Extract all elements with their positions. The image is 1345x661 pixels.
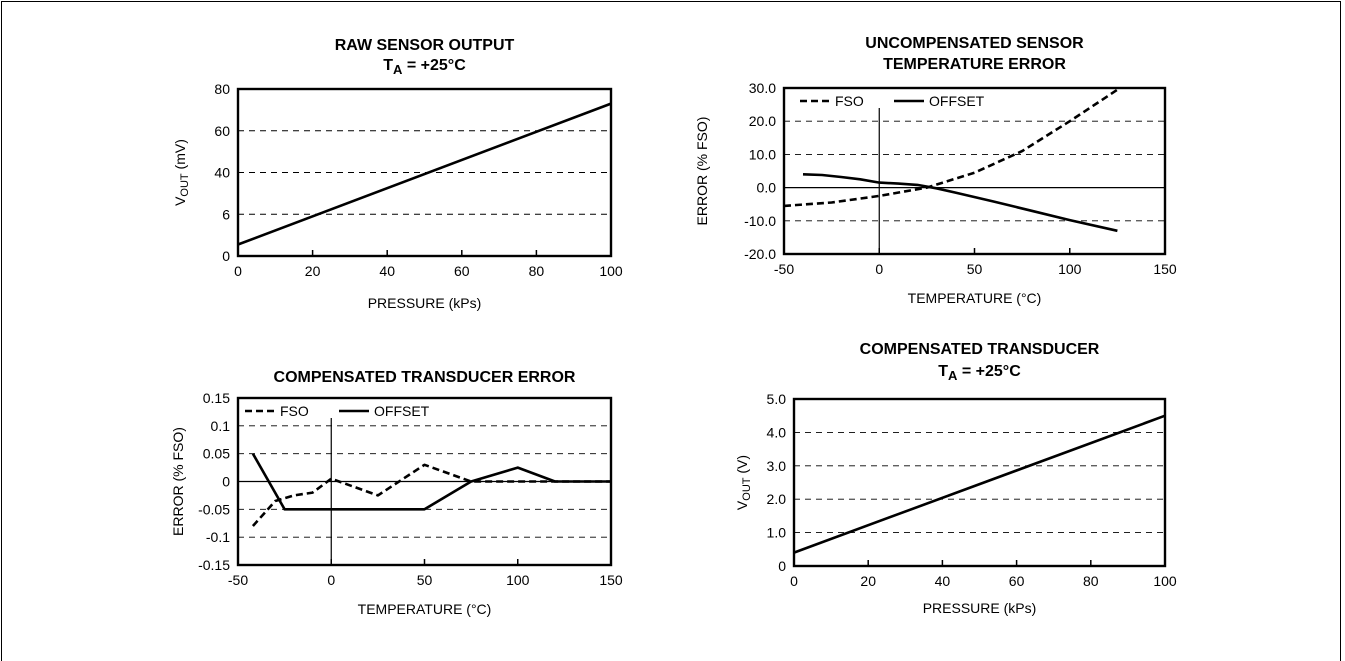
y-tick-label: 6: [222, 206, 230, 222]
y-tick-label: 0.05: [203, 446, 230, 462]
chart-title: COMPENSATED TRANSDUCER: [860, 341, 1100, 358]
x-axis-label: PRESSURE (kPs): [368, 295, 482, 311]
legend-label: FSO: [280, 403, 309, 419]
x-tick-label: 40: [379, 263, 395, 279]
y-tick-label: 0.1: [211, 418, 231, 434]
y-tick-label: 10.0: [749, 146, 776, 162]
y-tick-label: 60: [214, 123, 230, 139]
chart-subtitle: TA = +25°C: [383, 57, 466, 77]
plot-frame: [792, 397, 1167, 568]
x-axis-label: PRESSURE (kPs): [923, 600, 1037, 616]
x-tick-label: 100: [599, 263, 623, 279]
y-tick-label: 0: [222, 474, 230, 490]
y-tick-label: 0.15: [203, 390, 230, 406]
y-tick-label: -20.0: [744, 246, 776, 262]
chart-title: RAW SENSOR OUTPUT: [335, 37, 515, 54]
y-tick-label: 2.0: [767, 491, 787, 507]
x-tick-label: 80: [529, 263, 545, 279]
legend-item-fso: FSO: [245, 403, 309, 419]
series-line-data: [237, 102, 612, 246]
y-tick-label: 30.0: [749, 80, 776, 96]
y-tick-label: -10.0: [744, 213, 776, 229]
legend-item-fso: FSO: [800, 93, 864, 109]
chart-2: UNCOMPENSATED SENSOR TEMPERATURE ERROR -20…: [694, 35, 1177, 306]
legend-label: OFFSET: [374, 403, 430, 419]
y-tick-label: -0.15: [198, 557, 230, 573]
x-axis-label: TEMPERATURE (°C): [908, 290, 1042, 306]
y-axis-label: VOUT (V): [734, 455, 753, 510]
y-tick-label: 0.0: [757, 180, 777, 196]
series-line-fso: [783, 88, 1119, 208]
x-tick-label: 60: [1009, 573, 1025, 589]
x-tick-label: 100: [1058, 261, 1082, 277]
x-tick-label: 50: [417, 572, 433, 588]
x-tick-label: 40: [935, 573, 951, 589]
chart-subtitle: TEMPERATURE ERROR: [883, 56, 1066, 73]
legend-label: OFFSET: [929, 93, 985, 109]
plot-frame: [236, 87, 613, 258]
x-tick-label: 80: [1083, 573, 1099, 589]
chart-title: COMPENSATED TRANSDUCER ERROR: [274, 369, 576, 386]
x-tick-label: 100: [1153, 573, 1177, 589]
y-tick-label: 0: [778, 558, 786, 574]
chart-subtitle: TA = +25°C: [938, 363, 1021, 383]
y-axis-label: ERROR (% FSO): [170, 427, 186, 536]
x-tick-label: 0: [234, 263, 242, 279]
legend-item-offset: OFFSET: [894, 93, 985, 109]
x-tick-label: 60: [454, 263, 470, 279]
x-tick-label: 20: [860, 573, 876, 589]
chart-3: COMPENSATED TRANSDUCER ERROR -0.15 -0.1 -0.…: [170, 369, 623, 617]
y-tick-label: 1.0: [767, 525, 787, 541]
x-tick-label: 150: [599, 572, 623, 588]
x-axis-label: TEMPERATURE (°C): [358, 601, 492, 617]
y-tick-label: 5.0: [767, 391, 787, 407]
x-tick-label: 100: [506, 572, 530, 588]
y-tick-label: 3.0: [767, 458, 787, 474]
series-line-data: [793, 414, 1166, 554]
x-tick-label: 50: [967, 261, 983, 277]
charts-canvas: RAW SENSOR OUTPUT TA = +25°C 0 6 40 60 80 0 20 40…: [170, 35, 1177, 617]
y-tick-label: 20.0: [749, 113, 776, 129]
x-tick-label: -50: [228, 572, 248, 588]
chart-1: RAW SENSOR OUTPUT TA = +25°C 0 6 40 60 80 0 20 40…: [172, 37, 623, 311]
x-tick-label: 0: [875, 261, 883, 277]
chart-title: UNCOMPENSATED SENSOR: [865, 35, 1084, 52]
x-tick-label: -50: [774, 261, 794, 277]
legend-label: FSO: [835, 93, 864, 109]
x-tick-label: 20: [305, 263, 321, 279]
y-tick-label: 40: [214, 165, 230, 181]
y-tick-label: -0.05: [198, 501, 230, 517]
y-tick-label: -0.1: [206, 529, 230, 545]
series-line-offset: [802, 173, 1118, 233]
legend-item-offset: OFFSET: [339, 403, 430, 419]
series-line-offset: [251, 453, 611, 511]
y-axis-label: ERROR (% FSO): [694, 117, 710, 226]
y-tick-label: 80: [214, 81, 230, 97]
series-line-fso: [251, 463, 611, 527]
y-tick-label: 4.0: [767, 424, 787, 440]
chart-4: COMPENSATED TRANSDUCER TA = +25°C 0 1.0 2.0 3…: [734, 341, 1177, 616]
x-tick-label: 0: [327, 572, 335, 588]
x-tick-label: 150: [1153, 261, 1177, 277]
y-axis-label: VOUT (mV): [172, 139, 191, 206]
y-tick-label: 0: [222, 248, 230, 264]
x-tick-label: 0: [790, 573, 798, 589]
